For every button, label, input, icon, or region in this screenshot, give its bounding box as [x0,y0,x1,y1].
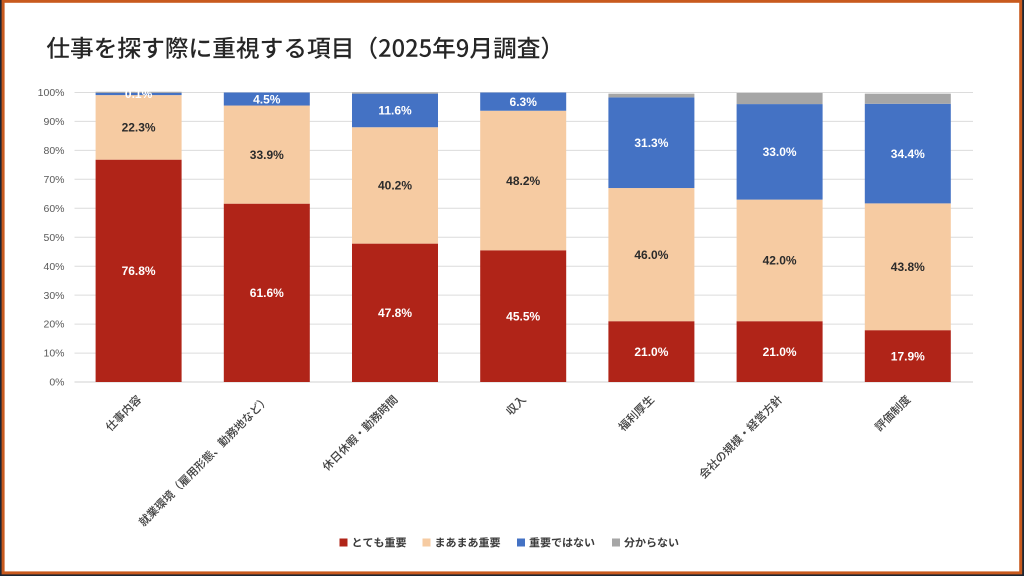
svg-text:0%: 0% [49,377,64,389]
svg-text:100%: 100% [38,87,65,99]
svg-text:45.5%: 45.5% [506,309,540,323]
svg-text:48.2%: 48.2% [506,174,540,188]
svg-text:30%: 30% [43,290,64,302]
svg-text:4.5%: 4.5% [253,92,281,106]
svg-text:33.9%: 33.9% [250,148,284,162]
svg-text:22.3%: 22.3% [122,121,156,135]
svg-text:40%: 40% [43,261,64,273]
svg-text:20%: 20% [43,319,64,331]
svg-text:21.0%: 21.0% [763,345,797,359]
svg-text:33.0%: 33.0% [763,145,797,159]
svg-text:10%: 10% [43,348,64,360]
svg-text:46.0%: 46.0% [634,248,668,262]
svg-text:43.8%: 43.8% [891,260,925,274]
svg-text:60%: 60% [43,203,64,215]
svg-text:76.8%: 76.8% [122,264,156,278]
svg-text:40.2%: 40.2% [378,179,412,193]
svg-text:80%: 80% [43,145,64,157]
svg-text:31.3%: 31.3% [634,136,668,150]
svg-text:70%: 70% [43,174,64,186]
svg-text:34.4%: 34.4% [891,147,925,161]
svg-text:0.1%: 0.1% [125,87,153,101]
svg-text:21.0%: 21.0% [634,345,668,359]
svg-text:11.6%: 11.6% [378,104,412,118]
svg-text:50%: 50% [43,232,64,244]
svg-text:6.3%: 6.3% [510,95,538,109]
svg-text:90%: 90% [43,116,64,128]
svg-text:17.9%: 17.9% [891,349,925,363]
svg-text:42.0%: 42.0% [763,254,797,268]
svg-text:61.6%: 61.6% [250,286,284,300]
svg-text:47.8%: 47.8% [378,306,412,320]
